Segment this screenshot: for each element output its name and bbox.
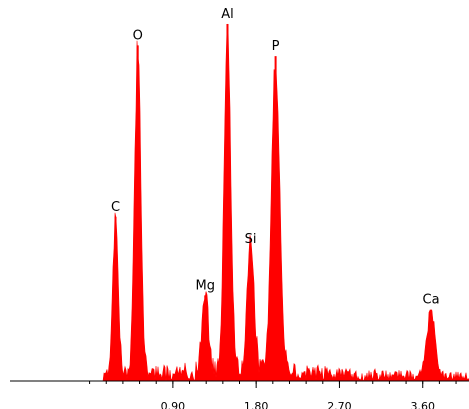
- peak-label-p: P: [272, 39, 280, 54]
- x-tick-label: 2.70: [327, 400, 352, 409]
- spectrum-area: [10, 23, 469, 382]
- peak-label-ca: Ca: [423, 293, 440, 308]
- x-tick-label: 3.60: [410, 400, 435, 409]
- peak-label-mg: Mg: [196, 278, 215, 293]
- x-tick-label: 1.80: [244, 400, 269, 409]
- peak-label-si: Si: [245, 232, 257, 247]
- peak-label-al: Al: [221, 7, 234, 22]
- x-tick-label: 0.90: [161, 400, 186, 409]
- peak-label-o: O: [133, 28, 143, 43]
- peak-label-c: C: [111, 200, 120, 215]
- peak-labels: C O Mg Al Si P Ca: [111, 7, 440, 308]
- x-axis-ticks: 0.90 1.80 2.70 3.60: [89, 381, 457, 409]
- spectrum-layer: [10, 23, 469, 382]
